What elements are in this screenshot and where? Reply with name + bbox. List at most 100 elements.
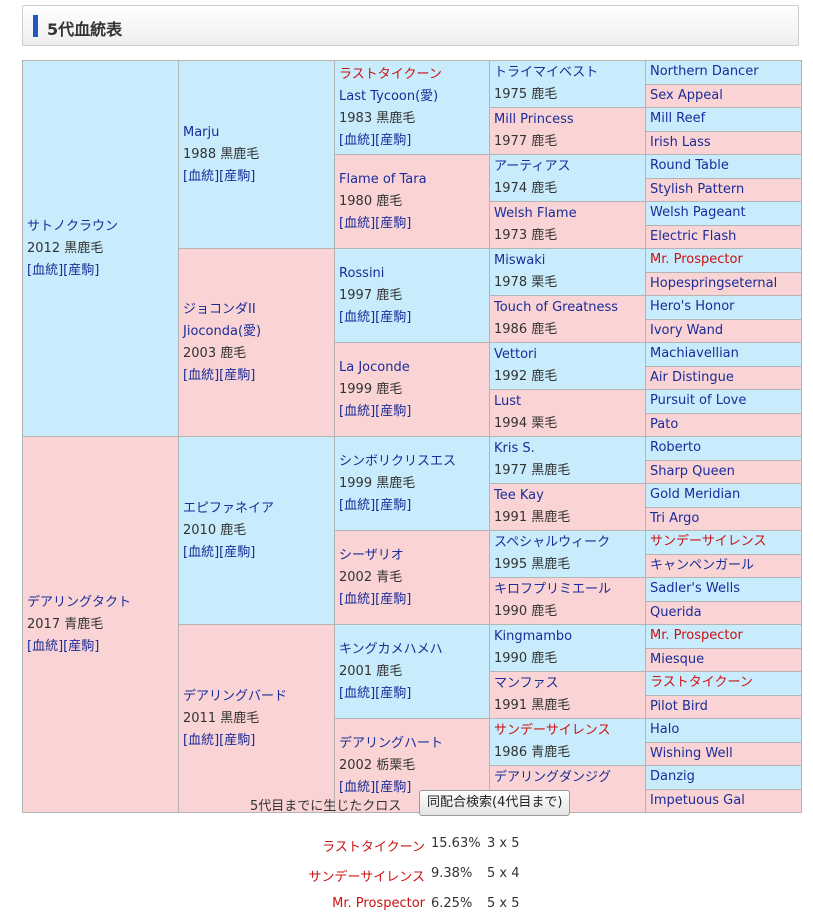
horse-name-link[interactable]: ラストタイクーン bbox=[339, 66, 442, 82]
horse-name-link[interactable]: Marju bbox=[183, 124, 220, 140]
offspring-link[interactable]: [産駒] bbox=[219, 544, 256, 560]
horse-name-link[interactable]: Danzig bbox=[650, 769, 695, 784]
cross-horse-link[interactable]: Mr. Prospector bbox=[332, 896, 425, 911]
offspring-link[interactable]: [産駒] bbox=[375, 309, 412, 325]
pedigree-link[interactable]: [血統] bbox=[183, 367, 220, 383]
horse-name-link[interactable]: Sex Appeal bbox=[650, 87, 723, 103]
pedigree-link[interactable]: [血統] bbox=[339, 779, 376, 795]
horse-name-link[interactable]: デアリングバード bbox=[183, 688, 288, 704]
pedigree-link[interactable]: [血統] bbox=[27, 262, 64, 278]
horse-name-link[interactable]: La Joconde bbox=[339, 359, 410, 375]
horse-name-link[interactable]: Kingmambo bbox=[494, 629, 573, 644]
horse-name-link[interactable]: Rossini bbox=[339, 265, 385, 281]
horse-name-link[interactable]: Gold Meridian bbox=[650, 487, 741, 502]
horse-name-link[interactable]: デアリングタクト bbox=[27, 594, 132, 610]
horse-name-link[interactable]: シンボリクリスエス bbox=[339, 453, 457, 469]
horse-name-link[interactable]: サンデーサイレンス bbox=[650, 534, 767, 549]
horse-name-link[interactable]: Touch of Greatness bbox=[494, 300, 619, 315]
horse-name-link[interactable]: Miswaki bbox=[494, 253, 546, 268]
horse-name-link[interactable]: デアリングダンジグ bbox=[494, 770, 612, 785]
pedigree-link[interactable]: [血統] bbox=[27, 638, 64, 654]
pedigree-link[interactable]: [血統] bbox=[183, 168, 220, 184]
horse-name-link[interactable]: エピファネイア bbox=[183, 500, 275, 516]
horse-name-link[interactable]: Halo bbox=[650, 722, 680, 737]
horse-name-alt-link[interactable]: Last Tycoon(愛) bbox=[339, 88, 439, 104]
horse-name-link[interactable]: Mr. Prospector bbox=[650, 252, 743, 267]
horse-name-link[interactable]: Pilot Bird bbox=[650, 698, 708, 714]
horse-name-link[interactable]: サンデーサイレンス bbox=[494, 723, 611, 738]
same-mating-search-button[interactable]: 同配合検索(4代目まで) bbox=[419, 790, 571, 816]
horse-name-link[interactable]: シーザリオ bbox=[339, 547, 404, 563]
offspring-link[interactable]: [産駒] bbox=[375, 591, 412, 607]
offspring-link[interactable]: [産駒] bbox=[219, 367, 256, 383]
horse-name-link[interactable]: Miesque bbox=[650, 651, 705, 667]
horse-name-link[interactable]: Welsh Pageant bbox=[650, 205, 746, 220]
offspring-link[interactable]: [産駒] bbox=[63, 262, 100, 278]
horse-name-link[interactable]: Irish Lass bbox=[650, 134, 711, 150]
offspring-link[interactable]: [産駒] bbox=[219, 732, 256, 748]
horse-name-link[interactable]: Hero's Honor bbox=[650, 299, 735, 314]
pedigree-link-text: 血統 bbox=[344, 215, 371, 231]
horse-name-link[interactable]: Flame of Tara bbox=[339, 171, 427, 187]
pedigree-link[interactable]: [血統] bbox=[339, 497, 376, 513]
horse-name-link[interactable]: マンファス bbox=[494, 676, 559, 691]
horse-name-link[interactable]: Vettori bbox=[494, 347, 537, 362]
pedigree-cell-gen4: Welsh Flame 1973 鹿毛 bbox=[489, 201, 646, 249]
horse-name-link[interactable]: Stylish Pattern bbox=[650, 181, 745, 197]
offspring-link[interactable]: [産駒] bbox=[375, 403, 412, 419]
horse-name-link[interactable]: Round Table bbox=[650, 158, 729, 173]
horse-name-link[interactable]: Machiavellian bbox=[650, 346, 739, 361]
horse-name-link[interactable]: トライマイベスト bbox=[494, 65, 599, 80]
horse-name-link[interactable]: デアリングハート bbox=[339, 735, 444, 751]
cross-horse-link[interactable]: ラストタイクーン bbox=[322, 840, 425, 855]
horse-name-link[interactable]: Wishing Well bbox=[650, 745, 733, 761]
horse-name-link[interactable]: Ivory Wand bbox=[650, 322, 724, 338]
pedigree-link[interactable]: [血統] bbox=[339, 591, 376, 607]
horse-name-link[interactable]: Tee Kay bbox=[494, 488, 544, 503]
pedigree-link[interactable]: [血統] bbox=[339, 215, 376, 231]
horse-name-link[interactable]: Kris S. bbox=[494, 441, 535, 456]
birth-year-color: 1977 鹿毛 bbox=[494, 134, 558, 149]
horse-name-link[interactable]: Lust bbox=[494, 394, 522, 409]
offspring-link[interactable]: [産駒] bbox=[375, 779, 412, 795]
offspring-link[interactable]: [産駒] bbox=[375, 215, 412, 231]
horse-name-link[interactable]: Sharp Queen bbox=[650, 463, 735, 479]
offspring-link[interactable]: [産駒] bbox=[375, 132, 412, 148]
horse-name-link[interactable]: Welsh Flame bbox=[494, 206, 577, 221]
horse-name-link[interactable]: Sadler's Wells bbox=[650, 581, 740, 596]
offspring-link[interactable]: [産駒] bbox=[375, 685, 412, 701]
horse-name-link[interactable]: Querida bbox=[650, 604, 702, 620]
offspring-link[interactable]: [産駒] bbox=[375, 497, 412, 513]
horse-name-link[interactable]: Impetuous Gal bbox=[650, 792, 745, 808]
horse-name-link[interactable]: Hopespringseternal bbox=[650, 275, 778, 291]
horse-name-link[interactable]: Roberto bbox=[650, 440, 702, 455]
horse-name-link[interactable]: Mr. Prospector bbox=[650, 628, 743, 643]
horse-name-link[interactable]: Pursuit of Love bbox=[650, 393, 747, 408]
pedigree-cell-gen3: Rossini 1997 鹿毛 [血統][産駒] bbox=[334, 248, 490, 343]
pedigree-link[interactable]: [血統] bbox=[339, 132, 376, 148]
horse-name-link[interactable]: Mill Princess bbox=[494, 112, 574, 127]
horse-name-link[interactable]: スペシャルウィーク bbox=[494, 535, 611, 550]
horse-name-link[interactable]: Air Distingue bbox=[650, 369, 734, 385]
offspring-link[interactable]: [産駒] bbox=[63, 638, 100, 654]
horse-name-link[interactable]: キロフプリミエール bbox=[494, 582, 612, 597]
horse-name-link[interactable]: ラストタイクーン bbox=[650, 675, 753, 690]
horse-name-alt-link[interactable]: Jioconda(愛) bbox=[183, 323, 262, 339]
offspring-link[interactable]: [産駒] bbox=[219, 168, 256, 184]
horse-name-link[interactable]: Pato bbox=[650, 416, 679, 432]
horse-name-link[interactable]: ジョコンダII bbox=[183, 301, 256, 317]
pedigree-link[interactable]: [血統] bbox=[339, 403, 376, 419]
pedigree-link[interactable]: [血統] bbox=[339, 685, 376, 701]
pedigree-link[interactable]: [血統] bbox=[339, 309, 376, 325]
cross-horse-link[interactable]: サンデーサイレンス bbox=[308, 870, 425, 885]
horse-name-link[interactable]: Northern Dancer bbox=[650, 64, 759, 79]
horse-name-link[interactable]: アーティアス bbox=[494, 159, 571, 174]
horse-name-link[interactable]: サトノクラウン bbox=[27, 218, 119, 234]
pedigree-link[interactable]: [血統] bbox=[183, 544, 220, 560]
horse-name-link[interactable]: Tri Argo bbox=[650, 510, 700, 526]
horse-name-link[interactable]: キングカメハメハ bbox=[339, 641, 443, 657]
horse-name-link[interactable]: Mill Reef bbox=[650, 111, 706, 126]
horse-name-link[interactable]: キャンペンガール bbox=[650, 557, 755, 573]
horse-name-link[interactable]: Electric Flash bbox=[650, 228, 737, 244]
pedigree-link[interactable]: [血統] bbox=[183, 732, 220, 748]
